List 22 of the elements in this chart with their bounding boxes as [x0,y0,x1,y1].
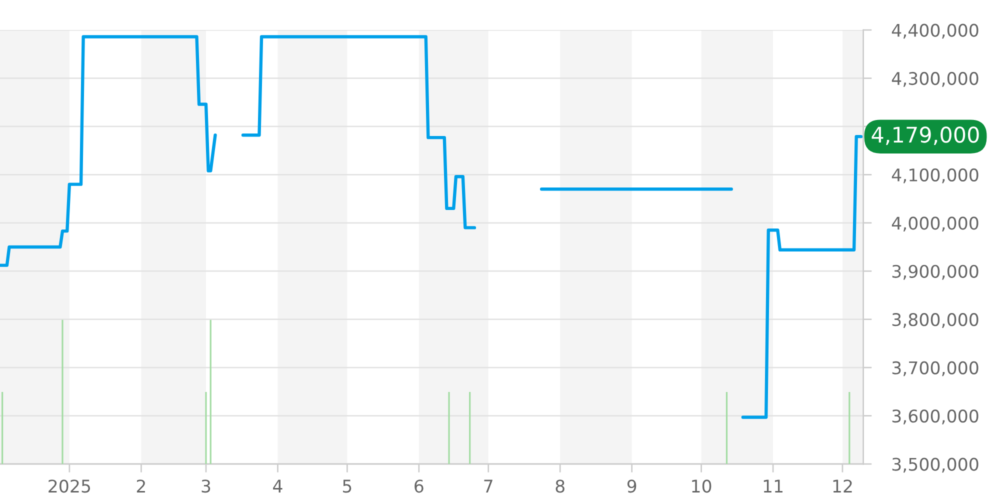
y-tick-label: 4,000,000 [892,216,978,232]
y-tick-label: 3,500,000 [892,458,978,473]
x-tick-label: 8 [556,480,564,493]
y-tick-label: 3,800,000 [892,313,978,328]
x-tick-label: 9 [627,480,636,493]
x-tick-label: 5 [342,480,352,493]
x-tick-label: 12 [833,480,852,492]
x-tick-label: 10 [692,480,712,493]
annotation: 4,179,000 [872,126,979,146]
x-tick-label: 3 [202,480,210,493]
x-tick-label: 7 [484,480,492,492]
y-tick-label: 4,400,000 [892,24,978,39]
x-tick-label: 2 [136,480,145,492]
x-tick-label: 2025 [48,480,90,493]
x-tick-label: 4 [273,480,282,492]
y-tick-label: 3,600,000 [892,409,978,424]
y-tick-label: 3,700,000 [892,361,978,376]
x-tick-label: 6 [414,480,424,493]
y-tick-label: 4,300,000 [892,72,978,87]
y-tick-label: 4,100,000 [892,168,978,184]
y-tick-label: 3,900,000 [892,264,978,280]
x-tick-label: 11 [764,480,782,492]
